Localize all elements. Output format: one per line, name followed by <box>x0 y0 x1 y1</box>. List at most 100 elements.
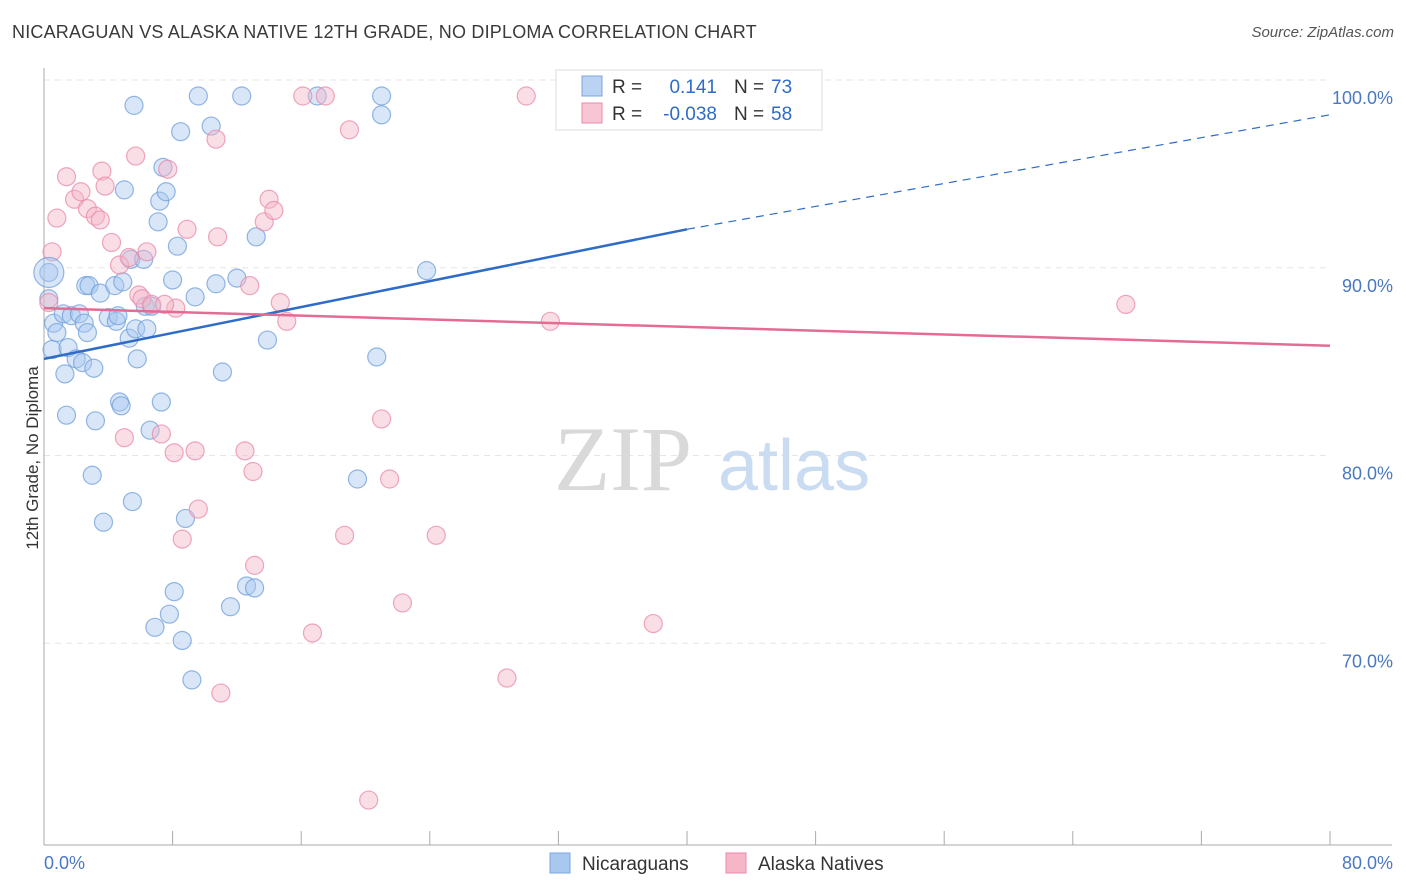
alaska-point-44 <box>371 409 392 429</box>
alaska-point-32 <box>244 555 265 575</box>
alaska-point-26 <box>188 499 208 519</box>
alaska-point-5 <box>71 182 91 202</box>
bottom-legend: Nicaraguans Alaska Natives <box>549 852 884 875</box>
legend-r-label-2: R = <box>612 104 642 125</box>
alaska-point-2 <box>47 208 67 228</box>
nicaraguans-point-72 <box>371 105 392 125</box>
alaska-point-46 <box>392 593 413 613</box>
nicaraguans-point-15 <box>77 322 98 343</box>
alaska-point-10 <box>101 232 122 253</box>
alaska-point-16 <box>132 289 152 309</box>
alaska-point-13 <box>119 247 139 268</box>
nicaraguans-point-47 <box>159 604 179 624</box>
nicaraguans-point-69 <box>367 347 387 367</box>
nicaraguans-point-32 <box>122 491 143 512</box>
nicaraguans-point-7 <box>56 405 77 425</box>
alaska-point-11 <box>109 255 130 275</box>
alaska-point-55 <box>90 210 110 230</box>
alaska-trend-line <box>43 306 1331 347</box>
alaska-point-45 <box>380 469 400 489</box>
alaska-point-48 <box>497 668 517 688</box>
alaska-point-34 <box>259 189 279 209</box>
nicaraguans-point-70 <box>371 86 392 106</box>
nicaraguans-point-28 <box>113 272 133 292</box>
alaska-point-37 <box>277 311 297 331</box>
legend-swatch-nicaraguans <box>581 75 603 97</box>
alaska-point-41 <box>335 525 355 545</box>
nicaraguans-point-39 <box>140 420 160 440</box>
y-tick-label-0: 100.0% <box>1332 88 1393 108</box>
axes <box>43 68 1392 846</box>
watermark-atlas: atlas <box>718 426 870 506</box>
nicaraguans-point-large <box>33 256 65 289</box>
nicaraguans-point-42 <box>148 212 168 232</box>
nicaraguans-point-48 <box>163 270 183 290</box>
watermark-zip: ZIP <box>554 408 692 510</box>
nicaraguans-point-62 <box>232 86 252 106</box>
nicaraguans-point-19 <box>85 411 106 431</box>
alaska-point-15 <box>129 285 149 305</box>
legend-r-value-2: -0.038 <box>663 104 717 125</box>
alaska-point-56 <box>154 294 175 315</box>
source-label: Source: ZipAtlas.com <box>1251 24 1394 41</box>
alaska-point-54 <box>1116 294 1136 315</box>
alaska-point-31 <box>240 276 260 296</box>
nicaraguans-point-38 <box>137 319 157 339</box>
y-tick-label-2: 80.0% <box>1342 464 1393 484</box>
alaska-point-35 <box>264 200 284 221</box>
nicaraguans-trend-extension <box>686 114 1331 230</box>
nicaraguans-trend-line <box>43 228 688 361</box>
nicaraguans-point-51 <box>171 122 191 142</box>
legend-n-value-2: 58 <box>771 104 792 125</box>
nicaraguans-point-12 <box>72 353 93 373</box>
nicaraguans-point-35 <box>127 349 147 369</box>
x-tick-label-0: 0.0% <box>44 853 85 873</box>
nicaraguans-point-67 <box>307 86 327 106</box>
nicaraguans-point-71 <box>416 261 437 281</box>
alaska-point-24 <box>177 219 197 239</box>
nicaraguans-point-50 <box>167 236 188 256</box>
y-tick-label-3: 70.0% <box>1342 651 1393 671</box>
x-tick-label-1: 80.0% <box>1342 853 1393 873</box>
chart-title: NICARAGUAN VS ALASKA NATIVE 12TH GRADE, … <box>12 22 757 42</box>
y-tick-label-1: 90.0% <box>1342 276 1393 296</box>
nicaraguans-point-33 <box>124 95 144 115</box>
y-axis-label: 12th Grade, No Diploma <box>23 366 42 550</box>
nicaraguans-point-21 <box>93 512 114 532</box>
nicaraguans-point-46 <box>156 182 176 202</box>
nicaraguans-point-66 <box>257 330 278 350</box>
alaska-point-23 <box>172 529 192 549</box>
alaska-point-50 <box>540 311 560 331</box>
alaska-point-21 <box>164 443 184 463</box>
nicaraguans-point-49 <box>164 582 184 602</box>
legend-r-label-1: R = <box>612 77 642 98</box>
alaska-point-29 <box>211 683 231 703</box>
alaska-point-17 <box>137 242 157 262</box>
legend-r-value-1: 0.141 <box>669 77 717 98</box>
alaska-point-27 <box>206 129 226 149</box>
alaska-point-25 <box>185 441 205 461</box>
alaska-point-14 <box>126 146 146 166</box>
nicaraguans-point-6 <box>55 364 75 384</box>
nicaraguans-point-55 <box>185 287 205 307</box>
alaska-point-30 <box>235 441 255 461</box>
nicaraguans-point-68 <box>347 469 368 489</box>
alaska-point-43 <box>359 790 379 810</box>
alaska-point-49 <box>516 86 536 106</box>
nicaraguans-point-43 <box>150 191 170 211</box>
alaska-point-28 <box>208 227 228 247</box>
alaska-point-4 <box>64 189 85 209</box>
y-tick-labels: 100.0% 90.0% 80.0% 70.0% <box>1332 88 1393 671</box>
nicaraguans-point-64 <box>244 578 265 598</box>
x-tick-labels: 0.0% 80.0% <box>44 853 1393 873</box>
alaska-point-9 <box>95 176 115 196</box>
nicaraguans-point-53 <box>175 508 196 529</box>
nicaraguans-point-16 <box>79 276 99 296</box>
stats-legend: R = 0.141 N = 73 R = -0.038 N = 58 <box>555 69 823 131</box>
nicaraguans-point-65 <box>246 227 266 247</box>
alaska-point-3 <box>56 167 77 187</box>
nicaraguans-point-27 <box>111 396 131 416</box>
nicaraguans-point-17 <box>82 465 102 485</box>
nicaraguans-point-58 <box>206 274 226 294</box>
nicaraguans-point-56 <box>188 86 208 106</box>
